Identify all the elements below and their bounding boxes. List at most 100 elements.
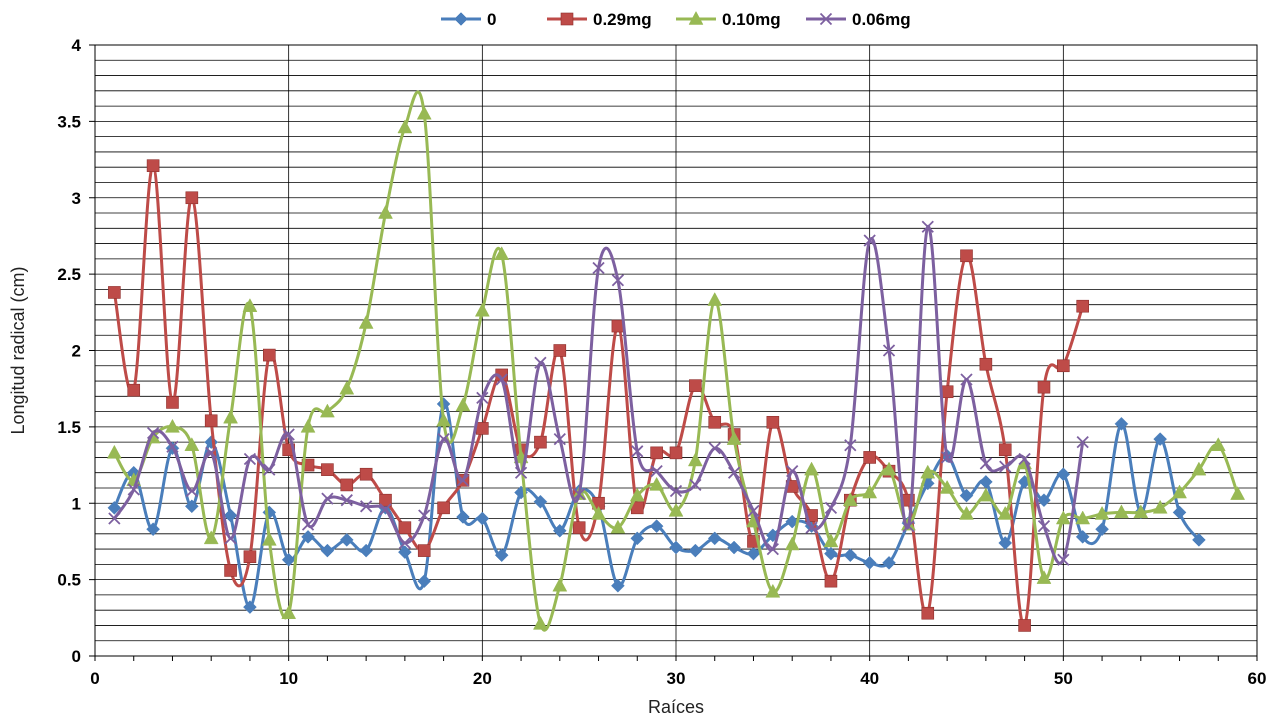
data-point-marker xyxy=(727,540,741,555)
data-point-marker xyxy=(224,532,237,545)
data-point-marker xyxy=(979,357,993,371)
x-tick-label: 20 xyxy=(473,669,492,688)
data-point-marker xyxy=(494,548,509,563)
data-point-marker xyxy=(1172,505,1187,520)
legend-label: 0.10mg xyxy=(722,10,781,29)
data-point-marker xyxy=(1075,530,1090,544)
data-point-marker xyxy=(418,509,431,522)
data-point-marker xyxy=(378,204,393,219)
data-point-marker xyxy=(456,510,470,524)
data-point-marker xyxy=(184,499,199,514)
data-point-marker xyxy=(1152,499,1168,514)
data-point-marker xyxy=(979,475,993,489)
data-point-marker xyxy=(1056,467,1071,482)
data-point-marker xyxy=(242,298,258,312)
x-axis-title: Raíces xyxy=(648,697,704,717)
data-point-marker xyxy=(1192,533,1206,547)
legend-item-4: 0.06mg xyxy=(806,10,911,29)
data-point-marker xyxy=(805,521,818,534)
data-point-marker xyxy=(1057,553,1070,566)
data-point-marker xyxy=(921,220,934,233)
data-point-marker xyxy=(185,191,199,205)
x-tick-label: 10 xyxy=(279,669,298,688)
data-point-marker xyxy=(379,493,392,507)
data-point-marker xyxy=(108,512,121,525)
data-point-marker xyxy=(560,12,574,26)
data-point-marker xyxy=(321,492,334,505)
data-point-marker xyxy=(321,463,334,476)
y-tick-label: 2.5 xyxy=(57,265,81,284)
data-point-marker xyxy=(185,484,198,498)
data-point-marker xyxy=(669,446,683,460)
data-point-marker xyxy=(534,435,547,449)
data-point-marker xyxy=(611,578,625,593)
data-point-marker xyxy=(611,274,625,287)
data-point-marker xyxy=(243,550,257,564)
data-point-marker xyxy=(243,600,257,614)
data-point-marker xyxy=(804,461,819,476)
data-point-marker xyxy=(844,439,857,452)
data-point-marker xyxy=(631,445,644,458)
data-point-marker xyxy=(842,492,858,506)
data-point-marker xyxy=(262,348,276,362)
data-point-marker xyxy=(824,546,838,561)
data-point-marker xyxy=(960,373,973,386)
data-point-marker xyxy=(203,530,219,545)
data-point-marker xyxy=(998,443,1012,457)
data-point-marker xyxy=(726,431,742,445)
data-point-marker xyxy=(746,546,761,561)
data-point-marker xyxy=(668,502,684,517)
data-point-marker xyxy=(1095,522,1109,537)
x-tick-label: 50 xyxy=(1054,669,1073,688)
data-point-marker xyxy=(263,463,276,476)
data-point-marker xyxy=(1076,299,1089,313)
data-point-marker xyxy=(998,536,1013,550)
y-tick-label: 4 xyxy=(72,36,82,55)
y-tick-label: 1.5 xyxy=(57,418,81,437)
axes xyxy=(89,44,1258,661)
data-point-marker xyxy=(862,484,878,499)
x-tick-label: 60 xyxy=(1248,669,1267,688)
data-point-marker xyxy=(863,451,876,464)
data-point-marker xyxy=(146,522,160,537)
data-point-marker xyxy=(610,519,626,534)
data-point-marker xyxy=(455,397,471,412)
data-point-marker xyxy=(573,487,586,501)
data-point-marker xyxy=(669,540,683,555)
data-point-marker xyxy=(727,466,741,479)
legend-label: 0.29mg xyxy=(593,10,652,29)
y-tick-label: 3 xyxy=(72,189,81,208)
data-point-marker xyxy=(766,415,780,429)
data-point-marker xyxy=(553,344,567,357)
legend-label: 0 xyxy=(487,10,496,29)
data-point-marker xyxy=(687,452,703,467)
data-point-marker xyxy=(495,373,508,386)
data-point-marker xyxy=(978,487,994,502)
data-point-marker xyxy=(533,615,548,630)
data-point-marker xyxy=(205,446,218,459)
data-point-marker xyxy=(454,12,468,26)
data-point-marker xyxy=(1018,619,1031,632)
data-point-marker xyxy=(592,261,605,275)
data-point-marker xyxy=(320,543,335,558)
data-point-marker xyxy=(997,505,1013,520)
series-layer xyxy=(106,90,1246,632)
data-point-marker xyxy=(920,464,936,479)
data-point-marker xyxy=(708,442,721,455)
data-point-marker xyxy=(223,508,238,523)
y-axis-title: Longitud radical (cm) xyxy=(8,266,28,434)
data-point-marker xyxy=(146,159,160,172)
data-point-marker xyxy=(553,432,566,446)
data-point-marker xyxy=(358,314,374,329)
data-point-marker xyxy=(882,555,896,570)
data-point-marker xyxy=(475,511,490,526)
data-point-marker xyxy=(204,414,218,428)
data-point-marker xyxy=(319,403,335,418)
data-point-marker xyxy=(572,521,586,534)
data-point-marker xyxy=(819,12,833,26)
data-point-marker xyxy=(1037,380,1051,394)
data-point-marker xyxy=(881,461,897,476)
data-point-marker xyxy=(165,418,180,433)
data-point-marker xyxy=(146,426,160,440)
y-tick-label: 3.5 xyxy=(57,112,81,131)
